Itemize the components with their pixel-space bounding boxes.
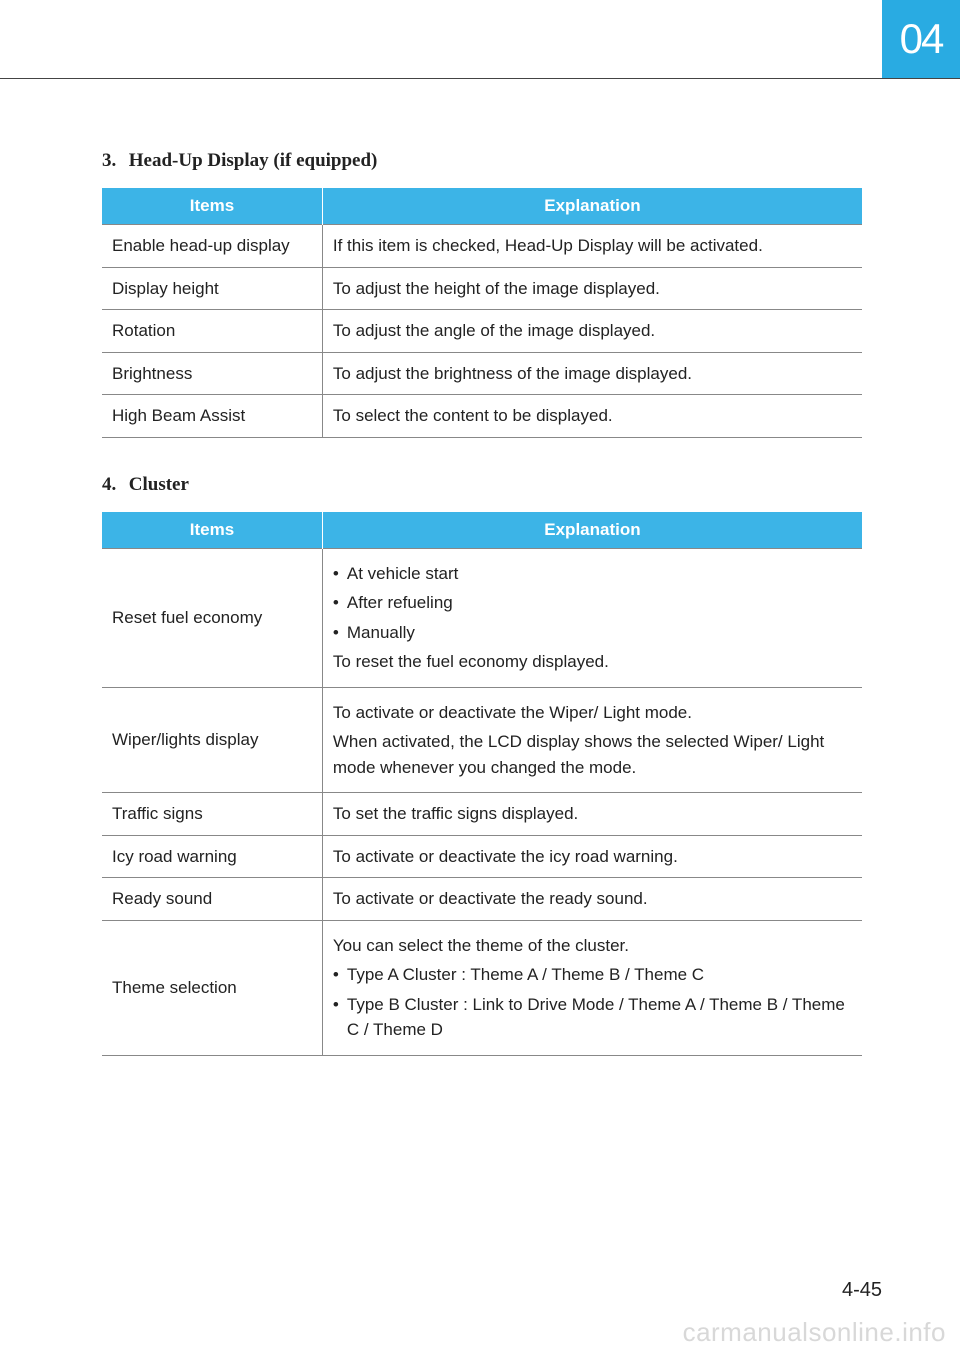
table-row: Wiper/lights display To activate or deac… [102, 687, 862, 793]
cell-explanation: To adjust the brightness of the image di… [322, 352, 862, 395]
cell-item: Reset fuel economy [102, 548, 322, 687]
cell-explanation: At vehicle start After refueling Manuall… [322, 548, 862, 687]
table-cluster: Items Explanation Reset fuel economy At … [102, 512, 862, 1056]
bullet-list: At vehicle start After refueling Manuall… [333, 561, 852, 646]
cell-item: Icy road warning [102, 835, 322, 878]
section-3-number: 3. [102, 150, 124, 172]
section-3-title: Head-Up Display (if equipped) [129, 150, 378, 171]
list-item: Manually [333, 620, 852, 646]
cell-explanation: To activate or deactivate the ready soun… [322, 878, 862, 921]
table-row: Traffic signs To set the traffic signs d… [102, 793, 862, 836]
header-rule [0, 78, 960, 79]
cell-item: Rotation [102, 310, 322, 353]
cell-explanation: To activate or deactivate the Wiper/ Lig… [322, 687, 862, 793]
cell-explanation: To adjust the angle of the image display… [322, 310, 862, 353]
cell-item: Traffic signs [102, 793, 322, 836]
section-4-title: Cluster [129, 474, 189, 495]
page-content: 3. Head-Up Display (if equipped) Items E… [102, 150, 862, 1092]
explanation-intro: You can select the theme of the cluster. [333, 933, 852, 959]
list-item: At vehicle start [333, 561, 852, 587]
table-row: Brightness To adjust the brightness of t… [102, 352, 862, 395]
cell-item: Wiper/lights display [102, 687, 322, 793]
watermark: carmanualsonline.info [683, 1317, 946, 1348]
table-row: Ready sound To activate or deactivate th… [102, 878, 862, 921]
list-item-text: Type B Cluster : Link to Drive Mode / Th… [347, 995, 845, 1040]
table-row: Display height To adjust the height of t… [102, 267, 862, 310]
table-header-explanation: Explanation [322, 512, 862, 549]
cell-item: Theme selection [102, 920, 322, 1055]
page-number: 4-45 [842, 1279, 882, 1302]
table-header-explanation: Explanation [322, 188, 862, 225]
list-item: After refueling [333, 590, 852, 616]
explanation-line: When activated, the LCD display shows th… [333, 729, 852, 780]
section-4-heading: 4. Cluster [102, 474, 862, 496]
cell-explanation: To select the content to be displayed. [322, 395, 862, 438]
cell-explanation: To adjust the height of the image displa… [322, 267, 862, 310]
cell-item: High Beam Assist [102, 395, 322, 438]
table-row: High Beam Assist To select the content t… [102, 395, 862, 438]
cell-item: Display height [102, 267, 322, 310]
cell-explanation: To activate or deactivate the icy road w… [322, 835, 862, 878]
table-row: Enable head-up display If this item is c… [102, 225, 862, 268]
list-item: Type B Cluster : Link to Drive Mode / Th… [333, 992, 852, 1043]
explanation-line: To activate or deactivate the Wiper/ Lig… [333, 700, 852, 726]
table-row: Theme selection You can select the theme… [102, 920, 862, 1055]
bullet-list: Type A Cluster : Theme A / Theme B / The… [333, 962, 852, 1043]
table-row: Icy road warning To activate or deactiva… [102, 835, 862, 878]
list-footer: To reset the fuel economy displayed. [333, 649, 852, 675]
cell-explanation: You can select the theme of the cluster.… [322, 920, 862, 1055]
section-3-heading: 3. Head-Up Display (if equipped) [102, 150, 862, 172]
cell-item: Brightness [102, 352, 322, 395]
cell-item: Enable head-up display [102, 225, 322, 268]
list-item: Type A Cluster : Theme A / Theme B / The… [333, 962, 852, 988]
table-head-up-display: Items Explanation Enable head-up display… [102, 188, 862, 438]
cell-explanation: To set the traffic signs displayed. [322, 793, 862, 836]
table-header-items: Items [102, 188, 322, 225]
cell-explanation: If this item is checked, Head-Up Display… [322, 225, 862, 268]
section-4-number: 4. [102, 474, 124, 496]
cell-item: Ready sound [102, 878, 322, 921]
chapter-tab: 04 [882, 0, 960, 78]
table-row: Rotation To adjust the angle of the imag… [102, 310, 862, 353]
table-row: Reset fuel economy At vehicle start Afte… [102, 548, 862, 687]
table-header-items: Items [102, 512, 322, 549]
